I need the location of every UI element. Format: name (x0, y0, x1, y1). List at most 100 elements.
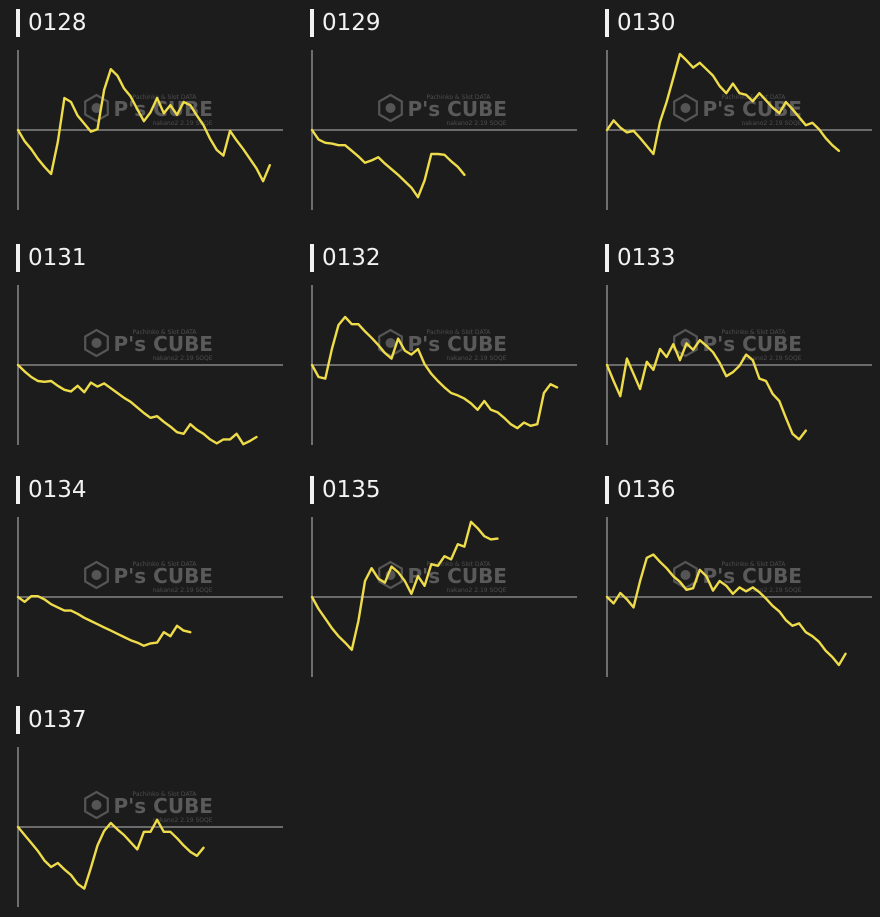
chart-title-text: 0133 (617, 245, 676, 271)
chart-title: 0130 (605, 8, 676, 38)
data-series-line (16, 68, 271, 183)
data-series-line (310, 520, 499, 651)
data-series-line (16, 818, 205, 890)
watermark-brand: P's CUBE (703, 332, 802, 356)
chart-title: 0129 (310, 8, 381, 38)
cube-logo-icon (378, 93, 403, 123)
cube-logo-icon (84, 93, 109, 123)
watermark-top-line: Pachinko & Slot DATA (722, 94, 787, 101)
chart-title-text: 0137 (28, 707, 87, 733)
data-series-line (605, 339, 807, 441)
watermark-top-line: Pachinko & Slot DATA (427, 561, 492, 568)
watermark-bottom-line: nakano2 2.19 SOQE (153, 587, 213, 594)
title-marker (605, 244, 609, 272)
chart-title-text: 0136 (617, 477, 676, 503)
title-marker (16, 9, 20, 37)
title-marker (310, 476, 314, 504)
watermark-bottom-line: nakano2 2.19 SOQE (742, 355, 802, 362)
chart-panel: 0129 P's CUBE Pachinko & Slot DATA nakano2 … (310, 0, 590, 220)
title-marker (310, 9, 314, 37)
watermark-bottom-line: nakano2 2.19 SOQE (153, 120, 213, 127)
watermark-top-line: Pachinko & Slot DATA (427, 329, 492, 336)
watermark-bottom-line: nakano2 2.19 SOQE (447, 120, 507, 127)
watermark-top-line: Pachinko & Slot DATA (133, 791, 198, 798)
chart-title: 0134 (16, 475, 87, 505)
chart-title: 0133 (605, 243, 676, 273)
title-marker (16, 706, 20, 734)
chart-title-text: 0135 (322, 477, 381, 503)
chart-title: 0136 (605, 475, 676, 505)
data-series-line (605, 52, 841, 156)
title-marker (16, 476, 20, 504)
watermark-top-line: Pachinko & Slot DATA (133, 329, 198, 336)
chart-title: 0135 (310, 475, 381, 505)
chart-title: 0131 (16, 243, 87, 273)
chart-title-text: 0131 (28, 245, 87, 271)
chart-panel: 0131 P's CUBE Pachinko & Slot DATA nakano2 … (16, 235, 296, 455)
watermark-bottom-line: nakano2 2.19 SOQE (153, 355, 213, 362)
data-series-line (605, 553, 847, 667)
watermark-bottom-line: nakano2 2.19 SOQE (742, 587, 802, 594)
data-series-line (16, 595, 192, 647)
data-series-line (310, 128, 466, 199)
cube-logo-icon (84, 560, 109, 590)
chart-title: 0132 (310, 243, 381, 273)
watermark-top-line: Pachinko & Slot DATA (133, 561, 198, 568)
watermark-brand: P's CUBE (408, 332, 507, 356)
watermark-brand: P's CUBE (114, 794, 213, 818)
watermark-bottom-line: nakano2 2.19 SOQE (153, 817, 213, 824)
watermark-top-line: Pachinko & Slot DATA (427, 94, 492, 101)
chart-panel: 0137 P's CUBE Pachinko & Slot DATA nakano2 … (16, 697, 296, 917)
watermark-brand: P's CUBE (114, 564, 213, 588)
chart-title-text: 0132 (322, 245, 381, 271)
chart-panel: 0132 P's CUBE Pachinko & Slot DATA nakano2 … (310, 235, 590, 455)
cube-logo-icon (673, 93, 698, 123)
chart-panel: 0136 P's CUBE Pachinko & Slot DATA nakano2 … (605, 467, 880, 687)
watermark-top-line: Pachinko & Slot DATA (722, 561, 787, 568)
cube-logo-icon (378, 328, 403, 358)
chart-title-text: 0134 (28, 477, 87, 503)
chart-panel: 0133 P's CUBE Pachinko & Slot DATA nakano2 … (605, 235, 880, 455)
title-marker (16, 244, 20, 272)
title-marker (605, 9, 609, 37)
watermark-bottom-line: nakano2 2.19 SOQE (447, 587, 507, 594)
watermark-top-line: Pachinko & Slot DATA (722, 329, 787, 336)
title-marker (310, 244, 314, 272)
data-series-line (310, 315, 559, 430)
chart-panel: 0134 P's CUBE Pachinko & Slot DATA nakano2 … (16, 467, 296, 687)
chart-title-text: 0128 (28, 10, 87, 36)
chart-title-text: 0130 (617, 10, 676, 36)
watermark-brand: P's CUBE (408, 97, 507, 121)
cube-logo-icon (378, 560, 403, 590)
chart-title: 0128 (16, 8, 87, 38)
chart-panel: 0135 P's CUBE Pachinko & Slot DATA nakano2 … (310, 467, 590, 687)
cube-logo-icon (84, 328, 109, 358)
data-series-line (16, 363, 258, 446)
chart-panel: 0128 P's CUBE Pachinko & Slot DATA nakano2 … (16, 0, 296, 220)
cube-logo-icon (84, 790, 109, 820)
chart-title-text: 0129 (322, 10, 381, 36)
chart-title: 0137 (16, 705, 87, 735)
watermark-brand: P's CUBE (114, 332, 213, 356)
watermark-bottom-line: nakano2 2.19 SOQE (742, 120, 802, 127)
